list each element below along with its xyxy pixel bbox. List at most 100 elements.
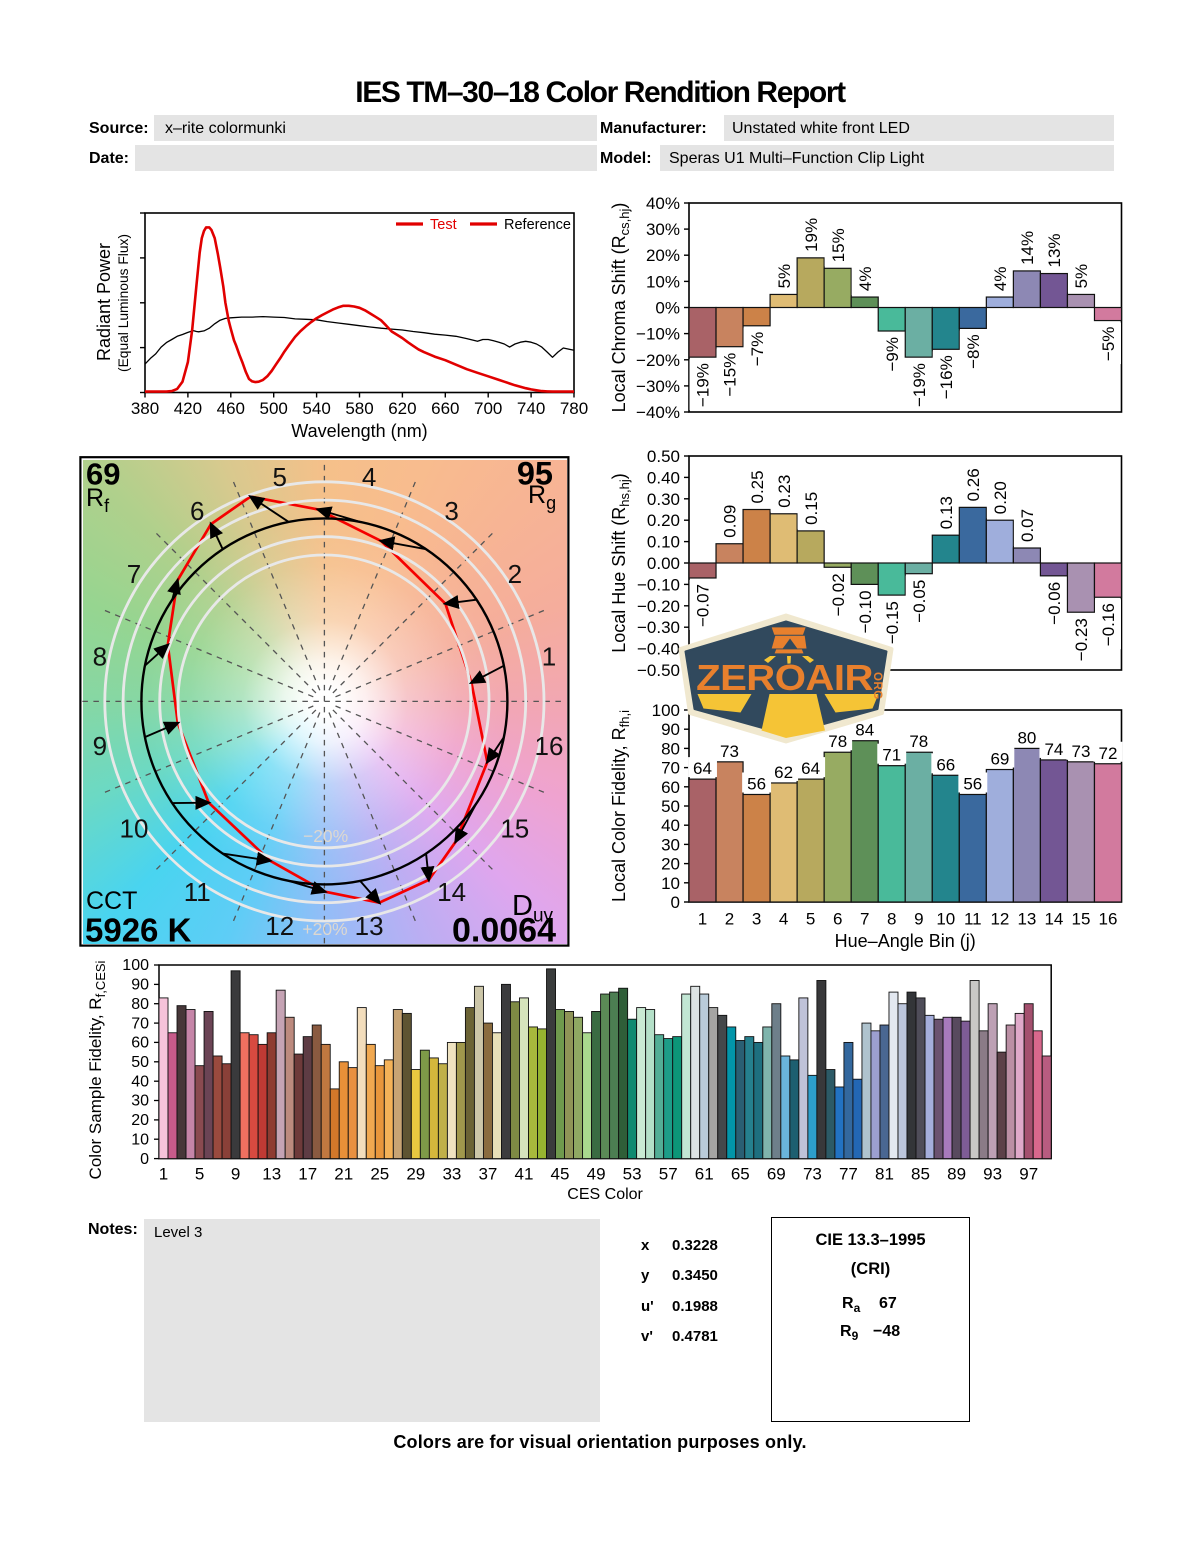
svg-text:4: 4 <box>779 910 788 929</box>
svg-text:5: 5 <box>806 910 815 929</box>
svg-text:Radiant Power: Radiant Power <box>94 243 114 361</box>
svg-text:30%: 30% <box>646 220 680 239</box>
svg-text:13%: 13% <box>1045 233 1064 267</box>
svg-text:−0.30: −0.30 <box>637 618 680 637</box>
svg-text:3: 3 <box>444 496 458 526</box>
svg-text:0: 0 <box>140 1151 149 1168</box>
svg-text:49: 49 <box>587 1165 606 1184</box>
svg-text:5%: 5% <box>775 264 794 289</box>
svg-text:380: 380 <box>131 399 159 418</box>
svg-text:6: 6 <box>190 496 204 526</box>
svg-text:1: 1 <box>542 642 556 672</box>
svg-text:740: 740 <box>517 399 545 418</box>
svg-text:10: 10 <box>131 1131 149 1148</box>
svg-text:56: 56 <box>747 775 766 794</box>
svg-text:0: 0 <box>671 893 680 912</box>
svg-text:100: 100 <box>652 701 680 720</box>
svg-text:Local Hue Shift (Rhs,hj): Local Hue Shift (Rhs,hj) <box>609 473 632 653</box>
svg-text:−0.05: −0.05 <box>910 580 929 623</box>
svg-text:17: 17 <box>298 1165 317 1184</box>
svg-text:73: 73 <box>720 742 739 761</box>
svg-text:Local Color Fidelity, Rfh,i: Local Color Fidelity, Rfh,i <box>609 710 632 902</box>
svg-text:8: 8 <box>93 642 107 672</box>
svg-text:84: 84 <box>855 721 874 740</box>
svg-text:0.25: 0.25 <box>748 470 767 503</box>
svg-text:−7%: −7% <box>748 332 767 367</box>
svg-text:Rf: Rf <box>86 484 110 516</box>
svg-text:45: 45 <box>551 1165 570 1184</box>
svg-text:41: 41 <box>515 1165 534 1184</box>
svg-text:2: 2 <box>725 910 734 929</box>
svg-text:30: 30 <box>661 835 680 854</box>
svg-text:660: 660 <box>431 399 459 418</box>
svg-text:CCT: CCT <box>86 887 137 915</box>
svg-text:100: 100 <box>122 957 149 974</box>
svg-text:−16%: −16% <box>937 355 956 399</box>
svg-text:16: 16 <box>535 731 564 761</box>
svg-text:81: 81 <box>875 1165 894 1184</box>
svg-text:78: 78 <box>909 732 928 751</box>
svg-text:5: 5 <box>195 1165 204 1184</box>
svg-text:69: 69 <box>86 457 120 492</box>
svg-text:60: 60 <box>661 778 680 797</box>
svg-text:−10%: −10% <box>636 325 680 344</box>
svg-text:80: 80 <box>1017 728 1036 747</box>
svg-text:−0.07: −0.07 <box>694 584 713 627</box>
svg-text:56: 56 <box>963 775 982 794</box>
svg-text:20%: 20% <box>646 246 680 265</box>
svg-text:7: 7 <box>127 559 141 589</box>
svg-text:540: 540 <box>302 399 330 418</box>
svg-text:65: 65 <box>731 1165 750 1184</box>
svg-text:77: 77 <box>839 1165 858 1184</box>
svg-text:0.20: 0.20 <box>647 511 680 530</box>
svg-text:70: 70 <box>131 1015 149 1032</box>
svg-text:700: 700 <box>474 399 502 418</box>
svg-text:69: 69 <box>767 1165 786 1184</box>
svg-text:0.15: 0.15 <box>802 492 821 525</box>
svg-text:Hue–Angle Bin (j): Hue–Angle Bin (j) <box>835 931 976 951</box>
svg-text:Color Sample Fidelity, Rf,CESi: Color Sample Fidelity, Rf,CESi <box>86 960 108 1179</box>
svg-text:0.07: 0.07 <box>1018 509 1037 542</box>
svg-text:−20%: −20% <box>636 351 680 370</box>
svg-text:ZEROAIR: ZEROAIR <box>696 658 873 699</box>
svg-text:90: 90 <box>131 977 149 994</box>
svg-text:−0.10: −0.10 <box>856 590 875 633</box>
svg-text:61: 61 <box>695 1165 714 1184</box>
svg-text:57: 57 <box>659 1165 678 1184</box>
svg-text:−8%: −8% <box>964 334 983 369</box>
svg-text:15%: 15% <box>829 228 848 262</box>
svg-text:60: 60 <box>131 1035 149 1052</box>
svg-text:−0.50: −0.50 <box>637 661 680 680</box>
svg-text:80: 80 <box>661 739 680 758</box>
svg-text:85: 85 <box>911 1165 930 1184</box>
svg-text:13: 13 <box>355 911 384 941</box>
svg-text:25: 25 <box>370 1165 389 1184</box>
svg-text:+20%: +20% <box>302 919 347 939</box>
svg-text:14: 14 <box>437 877 466 907</box>
svg-text:−0.06: −0.06 <box>1045 582 1064 625</box>
svg-text:40: 40 <box>131 1073 149 1090</box>
svg-text:15: 15 <box>500 814 529 844</box>
svg-text:9: 9 <box>231 1165 240 1184</box>
svg-text:90: 90 <box>661 720 680 739</box>
svg-text:53: 53 <box>623 1165 642 1184</box>
svg-text:9: 9 <box>914 910 923 929</box>
svg-text:0.10: 0.10 <box>647 533 680 552</box>
svg-text:11: 11 <box>964 910 982 929</box>
svg-text:69: 69 <box>990 750 1009 769</box>
svg-text:6: 6 <box>833 910 842 929</box>
svg-text:37: 37 <box>478 1165 497 1184</box>
svg-text:Wavelength (nm): Wavelength (nm) <box>291 421 427 441</box>
svg-text:0%: 0% <box>655 299 680 318</box>
svg-text:580: 580 <box>345 399 373 418</box>
svg-text:72: 72 <box>1099 744 1118 763</box>
svg-text:−19%: −19% <box>910 363 929 407</box>
svg-text:Reference: Reference <box>504 217 571 233</box>
svg-text:500: 500 <box>260 399 288 418</box>
svg-text:12: 12 <box>265 911 294 941</box>
svg-text:1: 1 <box>698 910 707 929</box>
svg-text:5%: 5% <box>1072 264 1091 289</box>
svg-text:Local Chroma Shift (Rcs,hj): Local Chroma Shift (Rcs,hj) <box>609 203 632 413</box>
svg-text:19%: 19% <box>802 218 821 252</box>
svg-text:−0.02: −0.02 <box>829 573 848 616</box>
